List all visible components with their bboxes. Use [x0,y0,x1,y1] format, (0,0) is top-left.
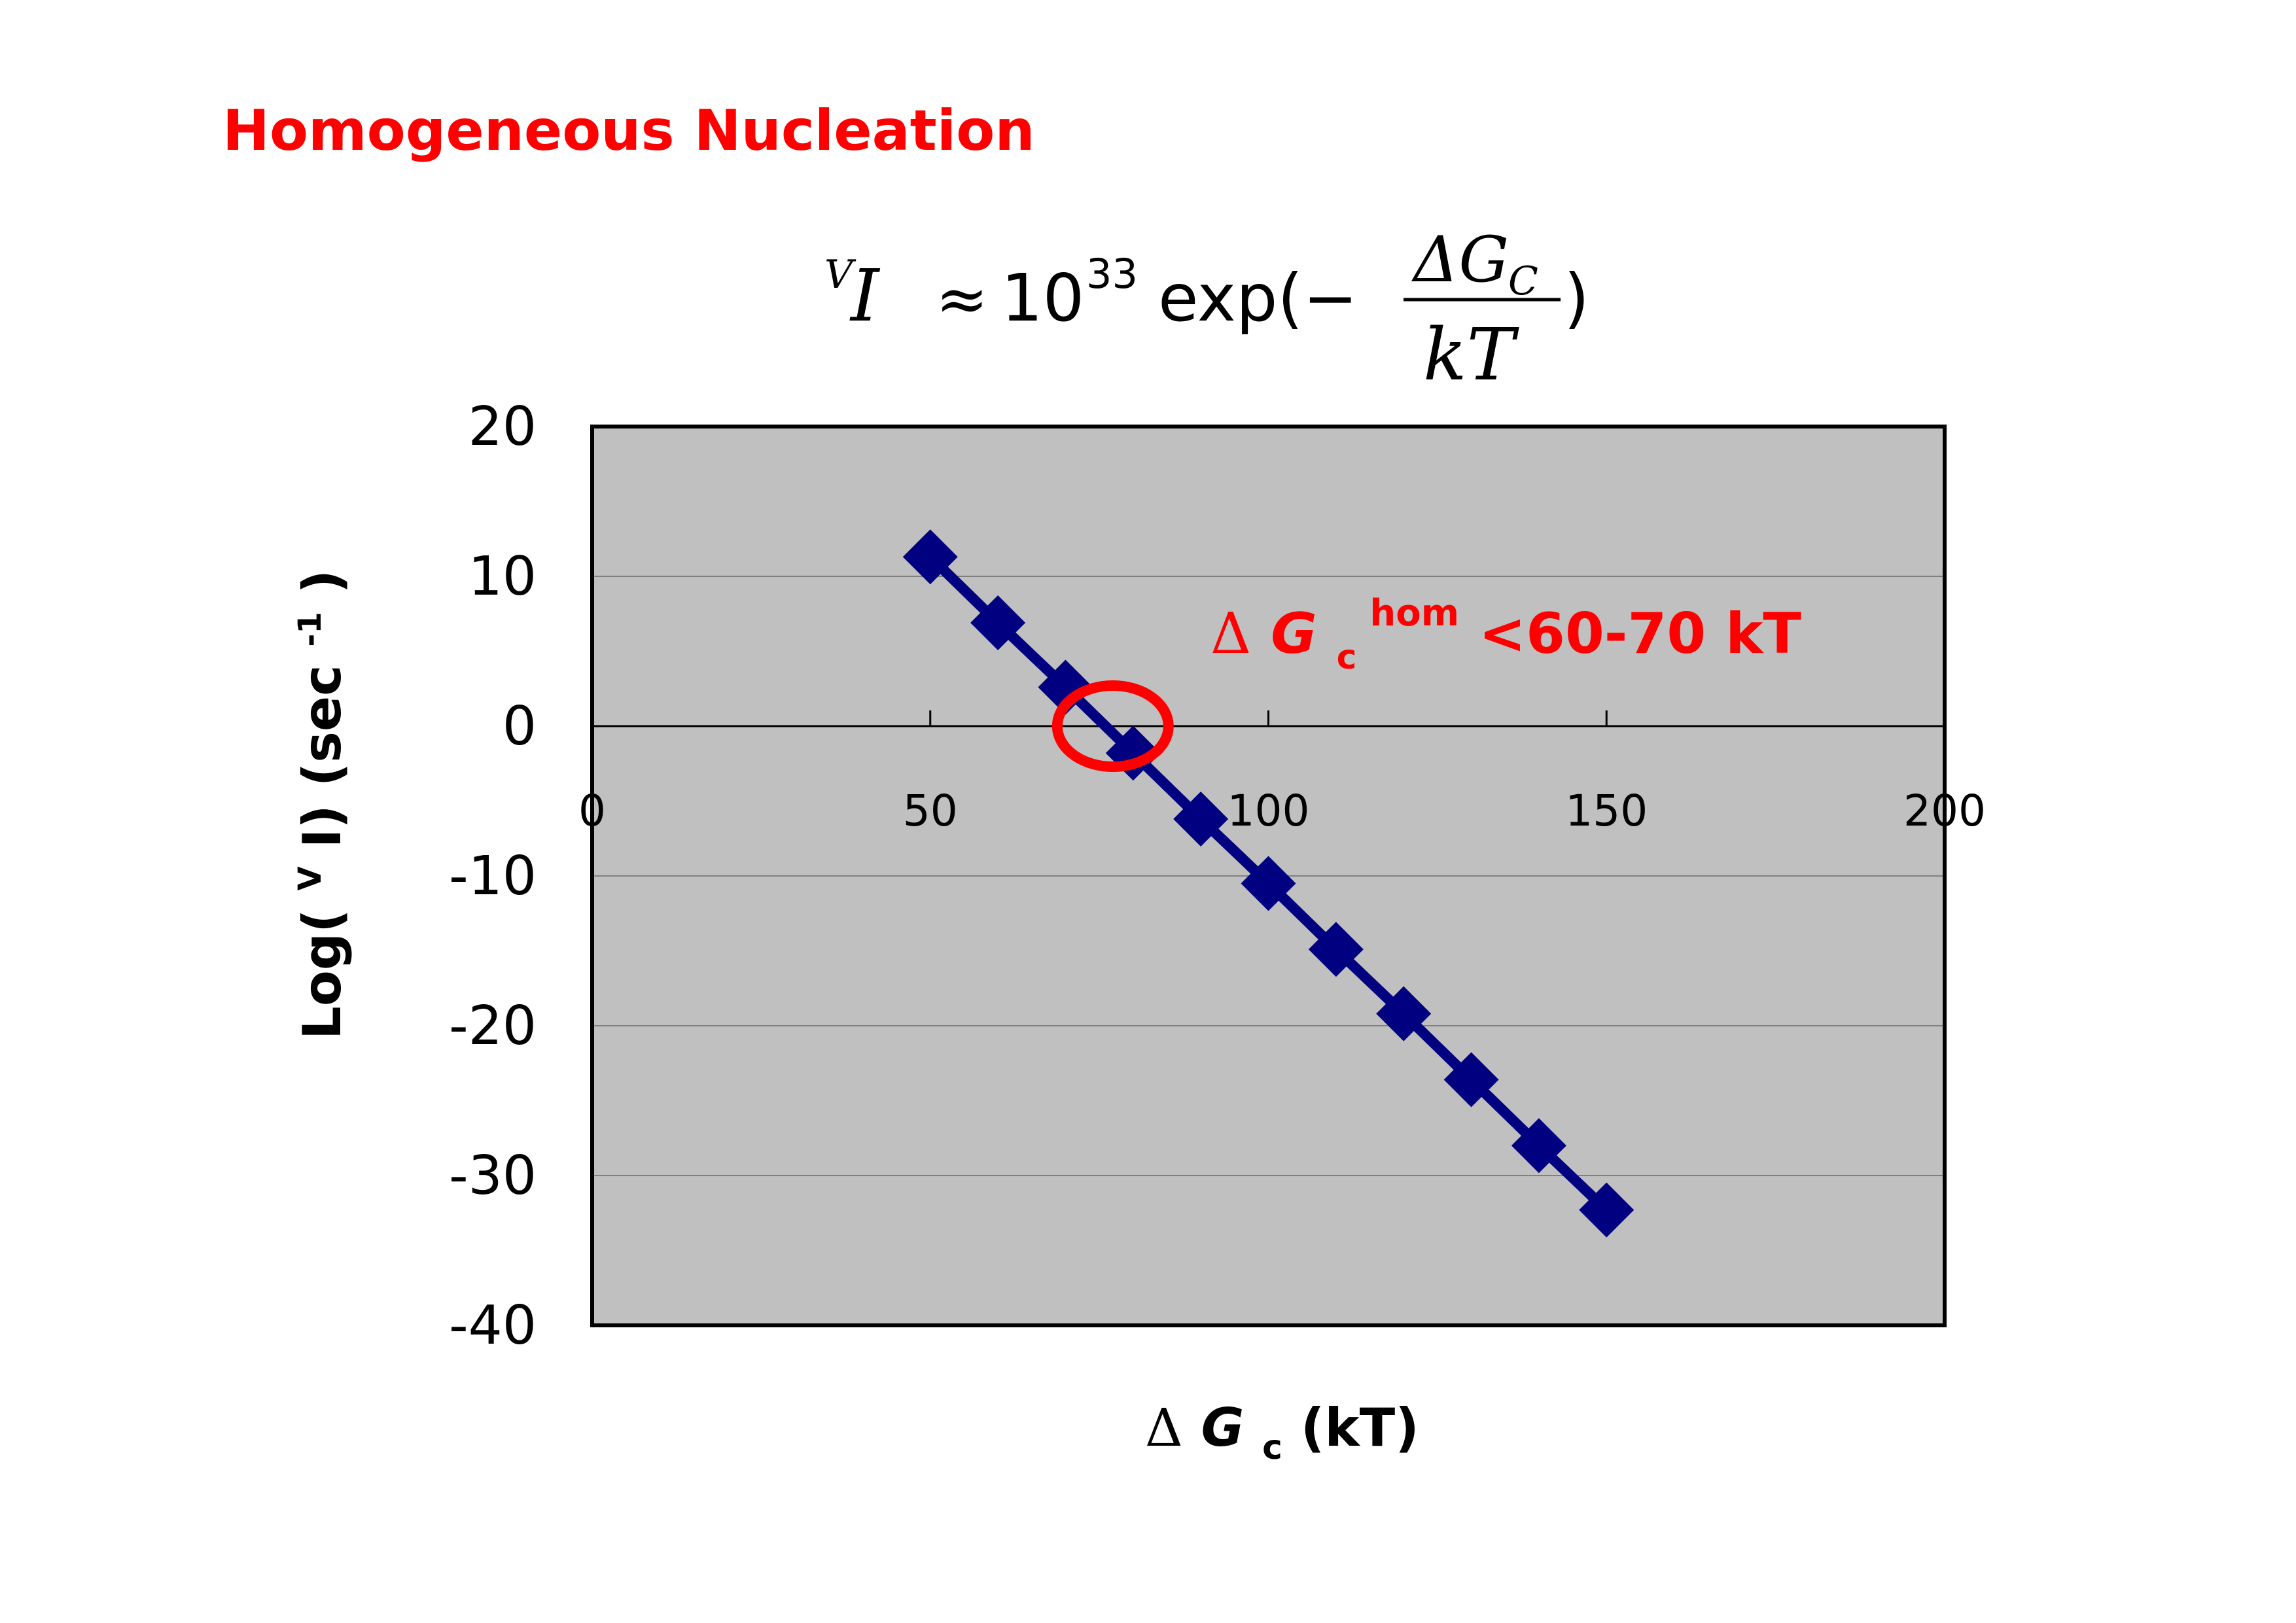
annotation: Δ G c hom <60-70 kT [1210,574,1801,682]
formula-base: 10 [1001,260,1084,336]
data-point [1241,856,1296,911]
formula-numerator-sub: C [1508,258,1538,304]
formula-symbol: I [849,254,881,338]
x-tick-label: 100 [1227,786,1310,836]
y-axis-title: Log( V I) (sec -1 ) [272,570,353,1039]
y-tick-label: -10 [449,845,537,907]
x-tick-label: 50 [903,786,958,836]
annotation-text: <60-70 kT [1479,601,1801,667]
formula: V I ≈ 10 33 exp(− ΔG C kT ) [824,223,1589,396]
formula-prefix-sup: V [824,252,857,298]
data-point [1376,986,1432,1041]
y-axis-title-exp: -1 [292,612,328,646]
y-tick-labels: 20 10 0 -10 -20 -30 -40 [449,396,537,1357]
formula-exponent: 33 [1086,250,1138,298]
formula-approx: ≈ [936,262,988,336]
formula-func: exp(− [1158,260,1358,336]
formula-close: ) [1564,260,1589,336]
data-point [1105,725,1161,781]
data-point [1038,659,1093,715]
x-tick-label: 200 [1903,786,1986,836]
data-point [1443,1052,1499,1108]
x-tick-label: 0 [578,786,606,836]
highlight-circle [1051,680,1174,772]
series-markers [902,529,1634,1238]
x-axis-title-var: G [1201,1397,1245,1458]
y-tick-label: 0 [503,695,537,758]
data-point [1579,1182,1634,1238]
x-axis-title-unit: (kT) [1301,1397,1419,1458]
data-point [902,529,958,585]
series-line [925,551,1612,1215]
x-tick-labels: 0 50 100 150 200 [578,786,1986,836]
annotation-sup: hom [1369,592,1459,635]
x-axis-title-sub: c [1262,1428,1282,1467]
annotation-sub: c [1337,638,1357,677]
annotation-var: G [1271,601,1317,667]
y-tick-label: -20 [449,995,537,1057]
y-tick-label: 20 [468,396,537,458]
x-tick-label: 150 [1565,786,1648,836]
x-ticks [591,710,1946,726]
plot-frame [590,425,1947,1327]
x-axis-title-delta: Δ [1145,1397,1183,1458]
y-tick-label: 10 [468,546,537,608]
formula-numerator: ΔG [1411,223,1509,296]
page-title: Homogeneous Nucleation [222,98,1035,164]
y-tick-label: -30 [449,1145,537,1207]
data-point [970,595,1026,650]
annotation-delta: Δ [1210,601,1251,667]
data-point [1511,1118,1566,1174]
y-axis-title-close: ) [292,570,353,594]
x-axis-title: Δ G c (kT) [1145,1397,1419,1471]
formula-denominator: kT [1423,313,1520,396]
y-axis-title-main: Log( [292,909,353,1039]
data-point [1173,791,1229,846]
plot-area [592,427,1945,1325]
y-axis-title-sup: V [292,866,328,890]
y-tick-label: -40 [449,1295,537,1357]
gridlines [592,576,1945,1176]
y-axis-title-symbol: I) (sec [292,665,353,848]
data-point [1308,922,1364,977]
